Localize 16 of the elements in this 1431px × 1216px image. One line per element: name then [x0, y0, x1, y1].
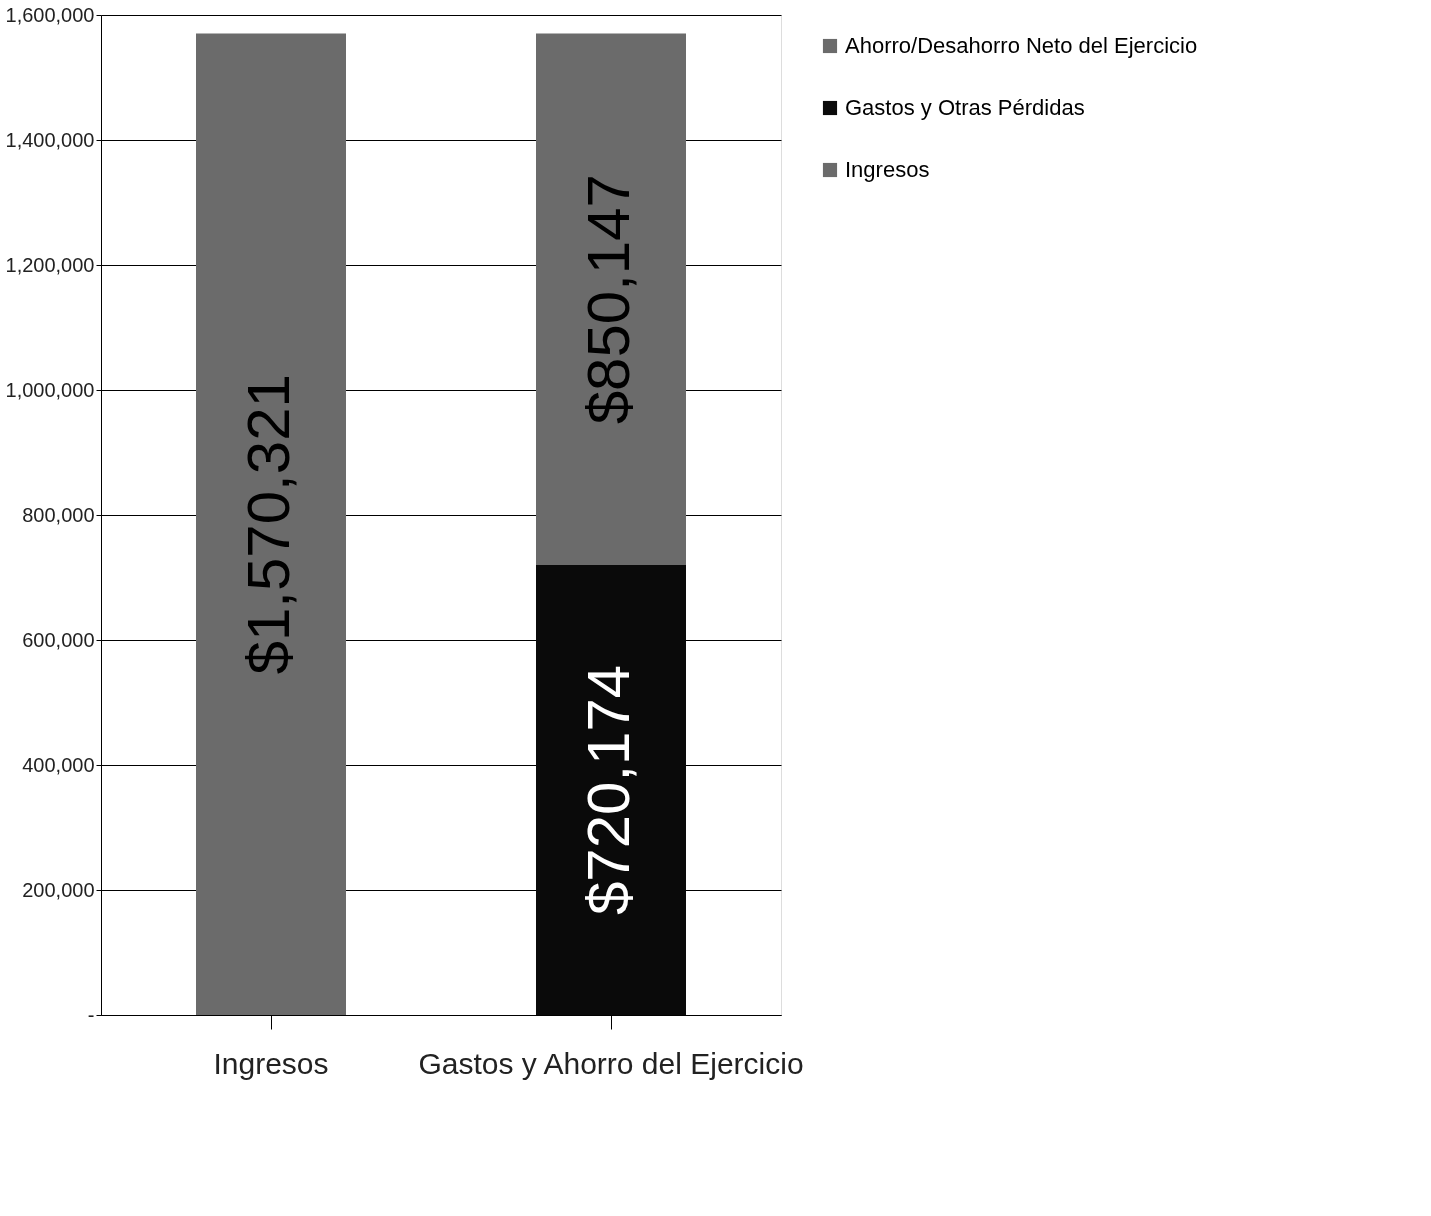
- y-tick-label: 1,200,000: [5, 253, 95, 276]
- y-tick-label: 1,400,000: [5, 128, 95, 151]
- x-tick-label: Gastos y Ahorro del Ejercicio: [418, 1046, 804, 1080]
- data-label: $1,570,321: [235, 374, 302, 675]
- data-label: $720,174: [575, 664, 642, 916]
- y-tick-label: 600,000: [22, 628, 95, 651]
- y-tick-label: 400,000: [22, 753, 95, 776]
- y-tick-label: 1,000,000: [5, 378, 95, 401]
- y-tick-label: 1,600,000: [5, 3, 95, 26]
- legend-label: Ahorro/Desahorro Neto del Ejercicio: [845, 33, 1198, 58]
- legend-label: Gastos y Otras Pérdidas: [845, 95, 1085, 120]
- data-label: $850,147: [575, 174, 642, 425]
- y-tick-label: 800,000: [22, 503, 95, 526]
- y-tick-label: -: [87, 1003, 95, 1026]
- y-tick-label: 200,000: [22, 878, 95, 901]
- legend-label: Ingresos: [845, 157, 930, 182]
